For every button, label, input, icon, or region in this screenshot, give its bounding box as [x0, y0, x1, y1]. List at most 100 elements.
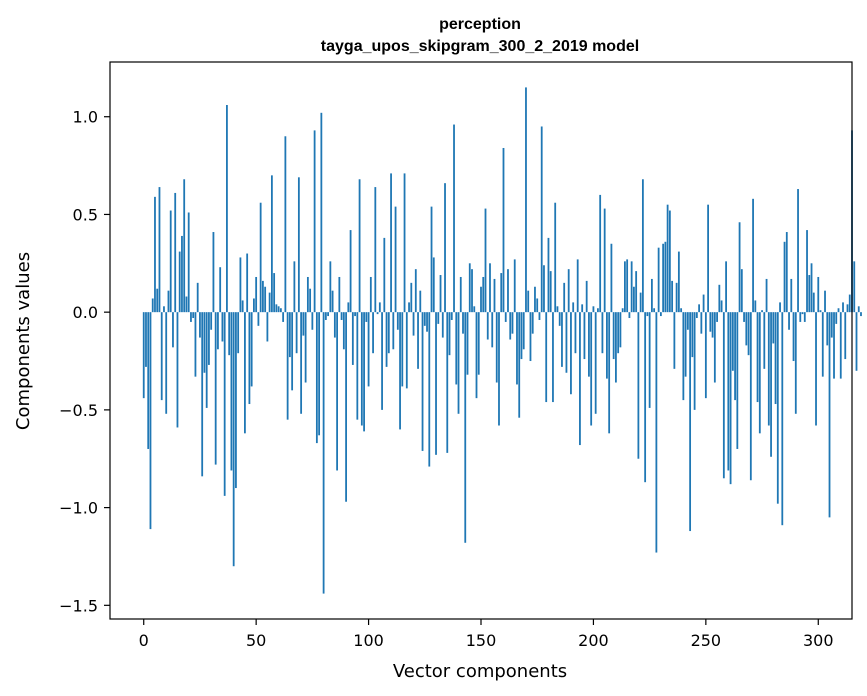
bar	[842, 302, 844, 313]
bar	[547, 237, 550, 313]
bar	[668, 210, 671, 313]
bar	[473, 306, 476, 313]
bar	[819, 310, 822, 313]
bar	[199, 312, 201, 338]
bar	[421, 312, 424, 451]
bar	[763, 312, 766, 369]
y-axis-label: Components values	[13, 252, 34, 430]
bar	[606, 312, 608, 379]
bar	[163, 306, 165, 313]
bar	[662, 243, 665, 313]
bar	[590, 312, 593, 426]
bar	[534, 286, 536, 313]
bar	[603, 208, 606, 313]
bar	[363, 312, 365, 432]
bar	[837, 308, 840, 313]
bar	[797, 189, 799, 313]
bar	[448, 312, 451, 356]
bar	[740, 269, 743, 313]
bar	[259, 202, 262, 313]
bar	[774, 312, 777, 405]
bar	[815, 312, 817, 426]
bar	[403, 173, 406, 313]
x-tick-label: 50	[246, 631, 266, 650]
bar	[745, 312, 748, 346]
y-axis: −1.5 −1.0 −0.5 0.0 0.5 1.0	[59, 108, 110, 615]
bar	[288, 312, 291, 358]
bar	[830, 312, 833, 338]
bar	[221, 312, 224, 342]
bar	[324, 312, 327, 320]
bar	[147, 312, 150, 449]
bar	[228, 312, 231, 356]
bar	[646, 312, 649, 317]
bar	[333, 312, 336, 338]
bar	[615, 312, 617, 383]
bar	[315, 312, 318, 444]
bar	[835, 312, 838, 324]
bar	[257, 312, 260, 326]
bar	[160, 312, 163, 401]
y-tick-label: 0.5	[73, 205, 98, 224]
bar	[311, 312, 314, 330]
bar	[217, 312, 219, 350]
bar	[653, 308, 656, 313]
bar	[331, 290, 334, 313]
x-tick-label: 100	[353, 631, 384, 650]
bar	[574, 312, 577, 354]
bar	[808, 275, 811, 313]
bar	[756, 312, 759, 403]
bar	[423, 312, 426, 326]
bar	[466, 312, 469, 375]
bar	[538, 312, 541, 320]
bar	[196, 282, 199, 313]
bar	[313, 130, 316, 313]
bar	[718, 284, 721, 313]
bar	[612, 312, 615, 360]
bar	[493, 278, 496, 313]
bar	[689, 312, 692, 532]
bar	[169, 210, 172, 313]
bar	[639, 292, 642, 313]
bar	[268, 292, 271, 313]
bar	[716, 312, 718, 322]
bar	[219, 267, 222, 313]
bar	[354, 312, 356, 317]
bar	[680, 308, 683, 313]
bar	[232, 312, 235, 567]
bar	[426, 312, 428, 332]
bar	[194, 312, 197, 377]
bar	[235, 312, 237, 489]
bar	[376, 312, 379, 315]
bar	[594, 312, 597, 414]
bar	[495, 312, 498, 383]
bar	[282, 312, 285, 322]
chart-title: perception	[439, 16, 521, 33]
bar	[385, 312, 388, 367]
bar	[464, 312, 467, 543]
bar	[635, 271, 638, 313]
bar	[698, 304, 700, 313]
bar	[158, 187, 161, 313]
bar	[190, 312, 192, 322]
bar	[401, 312, 404, 387]
x-tick-label: 0	[139, 631, 149, 650]
bar	[817, 276, 820, 313]
bar	[262, 280, 264, 313]
x-axis-label: Vector components	[393, 661, 567, 682]
bar	[709, 312, 712, 332]
bar	[250, 312, 253, 387]
bar	[785, 232, 788, 313]
x-axis: 0 50 100 150 200 250 300	[139, 619, 834, 650]
bar	[165, 312, 168, 414]
bar	[405, 312, 408, 389]
bar	[806, 230, 808, 313]
bar	[801, 312, 804, 315]
bar	[396, 312, 399, 330]
bar	[372, 312, 374, 354]
bar	[583, 312, 586, 360]
bar	[145, 312, 147, 367]
bar	[237, 312, 240, 354]
bar	[567, 269, 570, 313]
bar	[531, 312, 534, 334]
